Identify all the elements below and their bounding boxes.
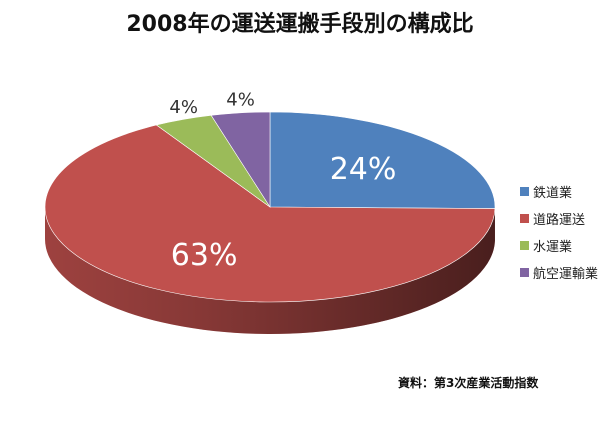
pie-sides xyxy=(45,207,495,335)
slice-3-label: 4% xyxy=(169,97,198,118)
slice-4-top xyxy=(210,111,271,209)
legend-label: 鉄道業 xyxy=(533,186,573,201)
legend-swatch xyxy=(520,214,529,223)
pie-tops xyxy=(44,111,496,303)
slice-2-top xyxy=(44,124,496,303)
legend-item-4: 航空運輸業 xyxy=(520,259,615,286)
legend-item-3: 水運業 xyxy=(520,232,615,259)
pie-labels: 24% 63% 4% 4% xyxy=(169,89,396,273)
legend-label: 水運業 xyxy=(533,240,573,255)
source-note: 資料：第3次産業活動指数 xyxy=(398,376,539,390)
legend-swatch xyxy=(520,187,529,196)
legend: 鉄道業道路運送水運業航空運輸業 xyxy=(520,178,615,286)
legend-swatch xyxy=(520,268,529,277)
slice-1-label: 24% xyxy=(330,152,397,187)
slice-1-top xyxy=(269,111,496,209)
chart-title: 2008年の運送運搬手段別の構成比 xyxy=(126,12,474,37)
legend-swatch xyxy=(520,241,529,250)
slice-2-side-shade xyxy=(45,207,495,335)
slice-2-label: 63% xyxy=(171,238,238,273)
legend-label: 航空運輸業 xyxy=(533,267,599,282)
legend-item-2: 道路運送 xyxy=(520,205,615,232)
legend-item-1: 鉄道業 xyxy=(520,178,615,205)
legend-label: 道路運送 xyxy=(533,213,586,228)
slice-4-label: 4% xyxy=(226,89,255,110)
